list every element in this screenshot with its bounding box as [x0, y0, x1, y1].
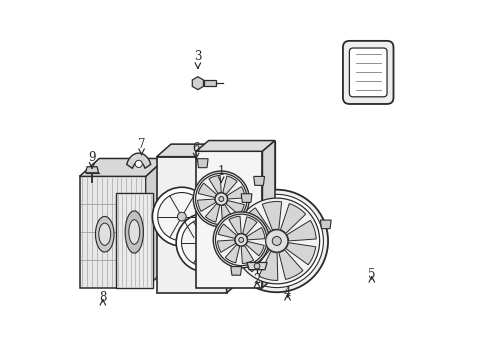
Polygon shape: [230, 267, 241, 275]
Polygon shape: [218, 224, 236, 238]
Polygon shape: [246, 262, 266, 270]
Text: 9: 9: [88, 151, 96, 164]
Text: 8: 8: [99, 291, 106, 304]
Polygon shape: [85, 167, 99, 173]
Circle shape: [215, 214, 266, 266]
Polygon shape: [228, 216, 241, 234]
Polygon shape: [242, 217, 257, 235]
Circle shape: [265, 230, 287, 252]
Polygon shape: [280, 203, 305, 233]
Ellipse shape: [99, 223, 110, 245]
Polygon shape: [145, 158, 165, 288]
Text: 2: 2: [253, 273, 260, 286]
Polygon shape: [80, 158, 165, 176]
Circle shape: [233, 198, 319, 284]
Polygon shape: [241, 246, 253, 264]
Circle shape: [213, 212, 268, 268]
Polygon shape: [285, 243, 315, 265]
Polygon shape: [204, 80, 215, 86]
Polygon shape: [221, 204, 233, 222]
Text: 6: 6: [192, 142, 200, 155]
Circle shape: [230, 194, 323, 288]
Circle shape: [166, 175, 225, 234]
Circle shape: [135, 160, 142, 167]
Polygon shape: [242, 208, 270, 235]
Circle shape: [176, 213, 235, 272]
Polygon shape: [253, 176, 264, 185]
Circle shape: [254, 263, 260, 269]
FancyBboxPatch shape: [342, 41, 393, 104]
Polygon shape: [208, 175, 221, 193]
Polygon shape: [278, 250, 302, 279]
Polygon shape: [258, 251, 277, 280]
Polygon shape: [197, 159, 208, 168]
Text: 5: 5: [367, 268, 375, 281]
Circle shape: [235, 234, 247, 246]
Polygon shape: [245, 242, 264, 256]
Text: 7: 7: [138, 138, 145, 150]
Polygon shape: [240, 245, 269, 272]
Polygon shape: [116, 193, 152, 288]
Polygon shape: [80, 176, 145, 288]
Polygon shape: [197, 199, 215, 211]
Polygon shape: [205, 203, 219, 222]
Circle shape: [177, 212, 186, 221]
Circle shape: [195, 173, 246, 225]
Polygon shape: [156, 144, 241, 157]
Polygon shape: [196, 151, 262, 288]
Circle shape: [219, 197, 224, 202]
Text: 3: 3: [194, 50, 201, 63]
Polygon shape: [171, 144, 241, 280]
Polygon shape: [198, 183, 216, 198]
Polygon shape: [225, 201, 244, 215]
Polygon shape: [208, 140, 274, 277]
Polygon shape: [262, 202, 281, 230]
Circle shape: [225, 190, 327, 292]
Ellipse shape: [128, 220, 140, 244]
Circle shape: [215, 193, 227, 205]
Polygon shape: [320, 220, 330, 229]
Circle shape: [193, 171, 249, 227]
Polygon shape: [126, 153, 150, 168]
Circle shape: [152, 187, 211, 246]
Polygon shape: [262, 140, 274, 288]
Ellipse shape: [95, 216, 114, 252]
Polygon shape: [223, 176, 237, 194]
Circle shape: [190, 201, 249, 260]
Polygon shape: [192, 77, 203, 90]
Circle shape: [238, 238, 243, 242]
FancyBboxPatch shape: [349, 48, 386, 97]
Polygon shape: [225, 244, 239, 263]
Circle shape: [181, 219, 229, 267]
Polygon shape: [217, 240, 235, 252]
Polygon shape: [226, 144, 241, 293]
Polygon shape: [226, 186, 244, 199]
Polygon shape: [286, 220, 316, 241]
Polygon shape: [246, 228, 264, 240]
Circle shape: [272, 237, 281, 246]
Text: 4: 4: [283, 286, 291, 299]
Text: 1: 1: [217, 165, 224, 178]
Polygon shape: [237, 229, 265, 249]
Circle shape: [201, 238, 209, 247]
Polygon shape: [156, 157, 226, 293]
Circle shape: [157, 193, 205, 241]
Ellipse shape: [125, 211, 143, 253]
Polygon shape: [196, 140, 274, 151]
Polygon shape: [241, 194, 251, 202]
